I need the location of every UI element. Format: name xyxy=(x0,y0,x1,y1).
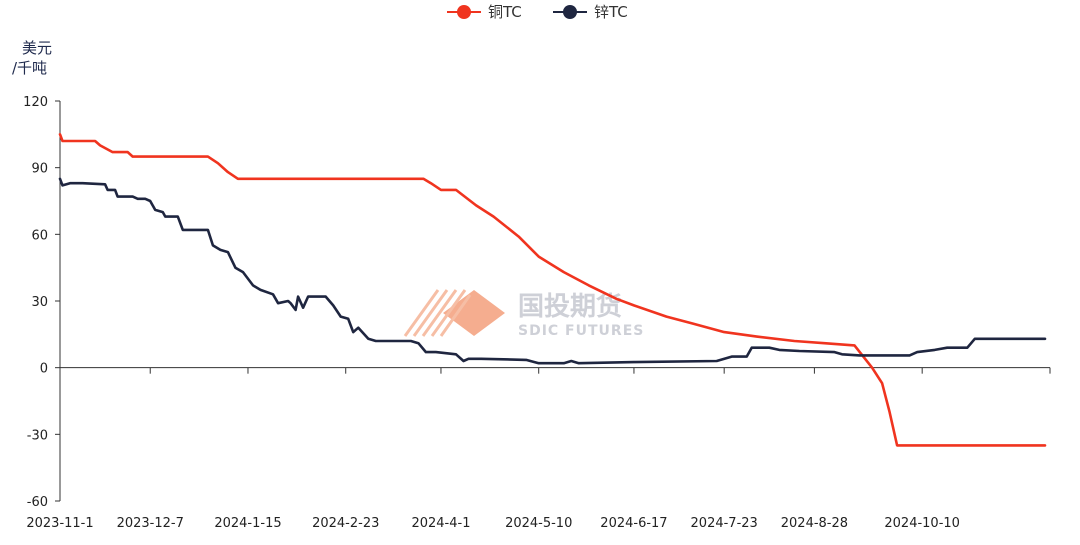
watermark: 国投期货 SDIC FUTURES xyxy=(403,289,644,339)
sdic-logo-icon xyxy=(403,289,505,337)
legend-item-copper[interactable]: 铜TC xyxy=(447,3,522,21)
x-tick-label: 2024-1-15 xyxy=(214,516,281,531)
y-tick-label: 60 xyxy=(31,228,48,243)
x-tick-label: 2024-4-1 xyxy=(411,516,470,531)
legend-label-copper: 铜TC xyxy=(488,3,522,21)
legend-label-zinc: 锌TC xyxy=(594,3,628,21)
legend-marker-copper xyxy=(457,5,471,19)
x-tick-label: 2024-10-10 xyxy=(884,516,960,531)
axes: -60 -30 0 30 60 90 120 2023-11-1 2023-12-7 2024-1… xyxy=(23,95,1051,531)
y-tick-label: 90 xyxy=(31,162,48,177)
y-tick-label: -60 xyxy=(27,495,48,510)
x-tick-label: 2024-2-23 xyxy=(312,516,379,531)
watermark-name-cn: 国投期货 xyxy=(518,291,622,322)
series-lines xyxy=(58,133,1047,447)
series-line-zinc xyxy=(58,177,1047,365)
legend-marker-zinc xyxy=(563,5,577,19)
legend: 铜TC 锌TC xyxy=(447,3,628,21)
watermark-name-en: SDIC FUTURES xyxy=(518,323,644,339)
y-axis-unit-line1: 美元 xyxy=(22,39,52,57)
y-tick-label: -30 xyxy=(27,428,48,443)
y-tick-label: 0 xyxy=(40,362,48,377)
x-tick-label: 2024-7-23 xyxy=(691,516,758,531)
y-axis-unit-line2: /千吨 xyxy=(12,59,47,77)
y-tick-label: 30 xyxy=(31,295,48,310)
x-tick-label: 2023-12-7 xyxy=(117,516,184,531)
x-tick-label: 2024-5-10 xyxy=(505,516,572,531)
series-line-copper xyxy=(58,133,1047,447)
x-tick-label: 2023-11-1 xyxy=(26,516,93,531)
legend-item-zinc[interactable]: 锌TC xyxy=(553,3,628,21)
x-tick-label: 2024-8-28 xyxy=(781,516,848,531)
x-tick-label: 2024-6-17 xyxy=(600,516,667,531)
y-tick-label: 120 xyxy=(23,95,48,110)
